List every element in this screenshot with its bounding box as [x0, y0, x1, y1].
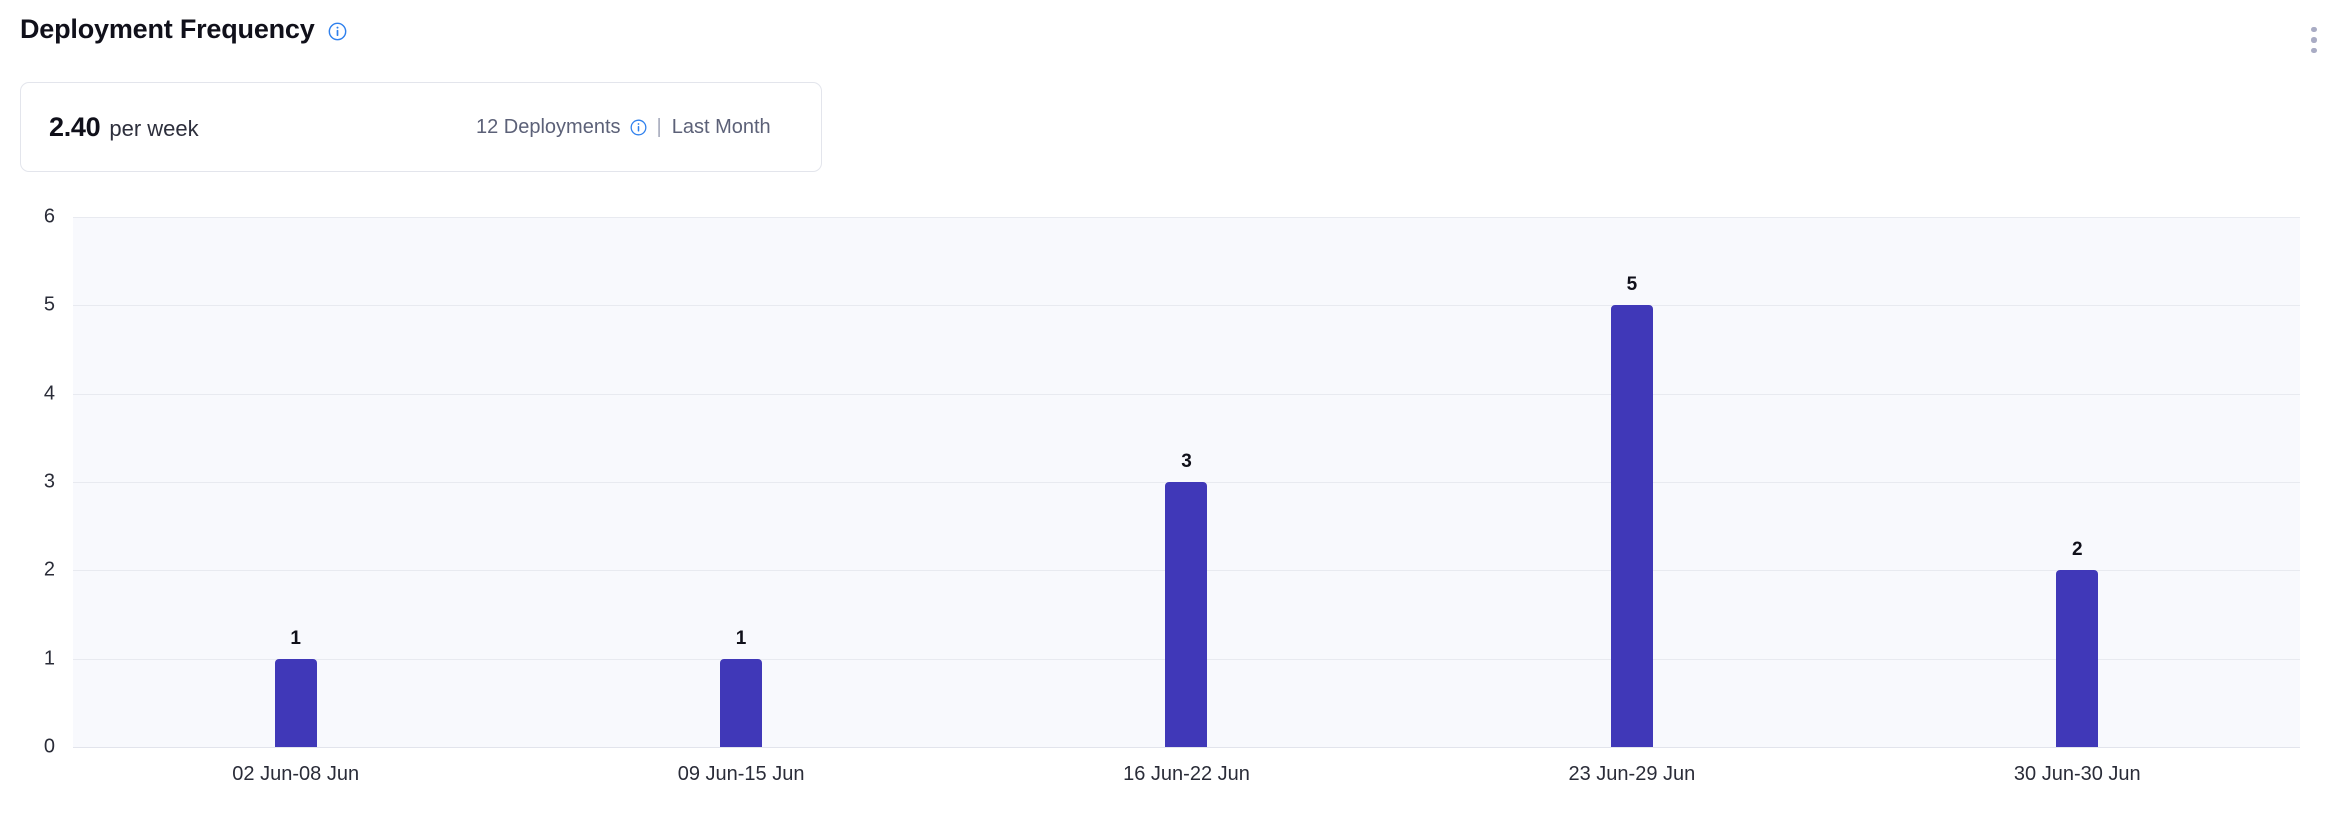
bar-value-label: 2: [2071, 539, 2083, 561]
bar-value-label: 5: [1626, 274, 1638, 296]
bar-slot: 1: [518, 217, 963, 747]
chart-bar[interactable]: [1165, 482, 1208, 747]
summary-stat-card: 2.40 per week 12 Deployments | Last Mont…: [20, 82, 822, 172]
bar-value-label: 1: [290, 627, 301, 649]
y-axis-tick-label: 5: [43, 293, 55, 316]
gridline: [73, 305, 2300, 307]
kebab-dot-1: [2311, 26, 2317, 33]
y-axis-tick-label: 3: [43, 470, 55, 493]
x-axis: 02 Jun-08 Jun 09 Jun-15 Jun 16 Jun-22 Jun 2…: [73, 755, 2300, 795]
deployments-info-circle-icon[interactable]: [630, 119, 647, 136]
y-axis-tick-label: 4: [43, 382, 55, 405]
widget-header: Deployment Frequency: [20, 14, 347, 45]
info-circle-icon[interactable]: [328, 22, 347, 41]
gridline: [73, 747, 2300, 748]
y-axis-tick-label: 1: [43, 647, 55, 670]
y-axis: 0 1 2 3 4 5 6: [0, 195, 73, 758]
x-axis-tick-label: 30 Jun-30 Jun: [2013, 763, 2141, 785]
bar-slot: 5: [1409, 217, 1854, 747]
gridline: [73, 393, 2300, 395]
x-axis-tick-label: 16 Jun-22 Jun: [1123, 763, 1250, 785]
chart-bar[interactable]: [1610, 305, 1653, 747]
bar-slot: 1: [73, 217, 518, 747]
x-axis-tick-label: 09 Jun-15 Jun: [677, 763, 805, 785]
metric-unit: per week: [109, 115, 199, 141]
deployment-frequency-chart: 0 1 2 3 4 5 6 1 1 3 5 2 02 Jun-08 Jun 09 Jun-15 Jun…: [0, 195, 2342, 815]
x-axis-tick-label: 23 Jun-29 Jun: [1568, 763, 1696, 785]
chart-bar[interactable]: [2056, 570, 2099, 747]
metric-value: 2.40: [49, 111, 101, 142]
y-axis-tick-label: 6: [43, 205, 55, 228]
secondary-metric: 12 Deployments | Last Month: [476, 116, 771, 139]
chart-bar[interactable]: [274, 658, 317, 747]
bar-value-label: 1: [735, 627, 747, 649]
bar-value-label: 3: [1181, 451, 1192, 472]
metric-period: Last Month: [671, 115, 771, 138]
x-axis-tick-label: 02 Jun-08 Jun: [232, 763, 360, 785]
kebab-dot-3: [2311, 47, 2317, 54]
bar-slot: 2: [1855, 217, 2300, 747]
y-axis-tick-label: 0: [43, 735, 55, 758]
primary-metric: 2.40 per week: [49, 112, 199, 143]
deployments-count: 12 Deployments: [476, 115, 621, 138]
gridline: [73, 217, 2300, 218]
kebab-dot-2: [2311, 37, 2317, 43]
plot-area: 1 1 3 5 2: [73, 217, 2300, 748]
metric-divider: |: [656, 115, 662, 138]
kebab-menu-icon[interactable]: [2300, 20, 2328, 60]
page-title: Deployment Frequency: [20, 14, 315, 44]
bar-slot: 3: [964, 217, 1409, 747]
y-axis-tick-label: 2: [43, 558, 55, 581]
chart-bar[interactable]: [720, 658, 763, 747]
